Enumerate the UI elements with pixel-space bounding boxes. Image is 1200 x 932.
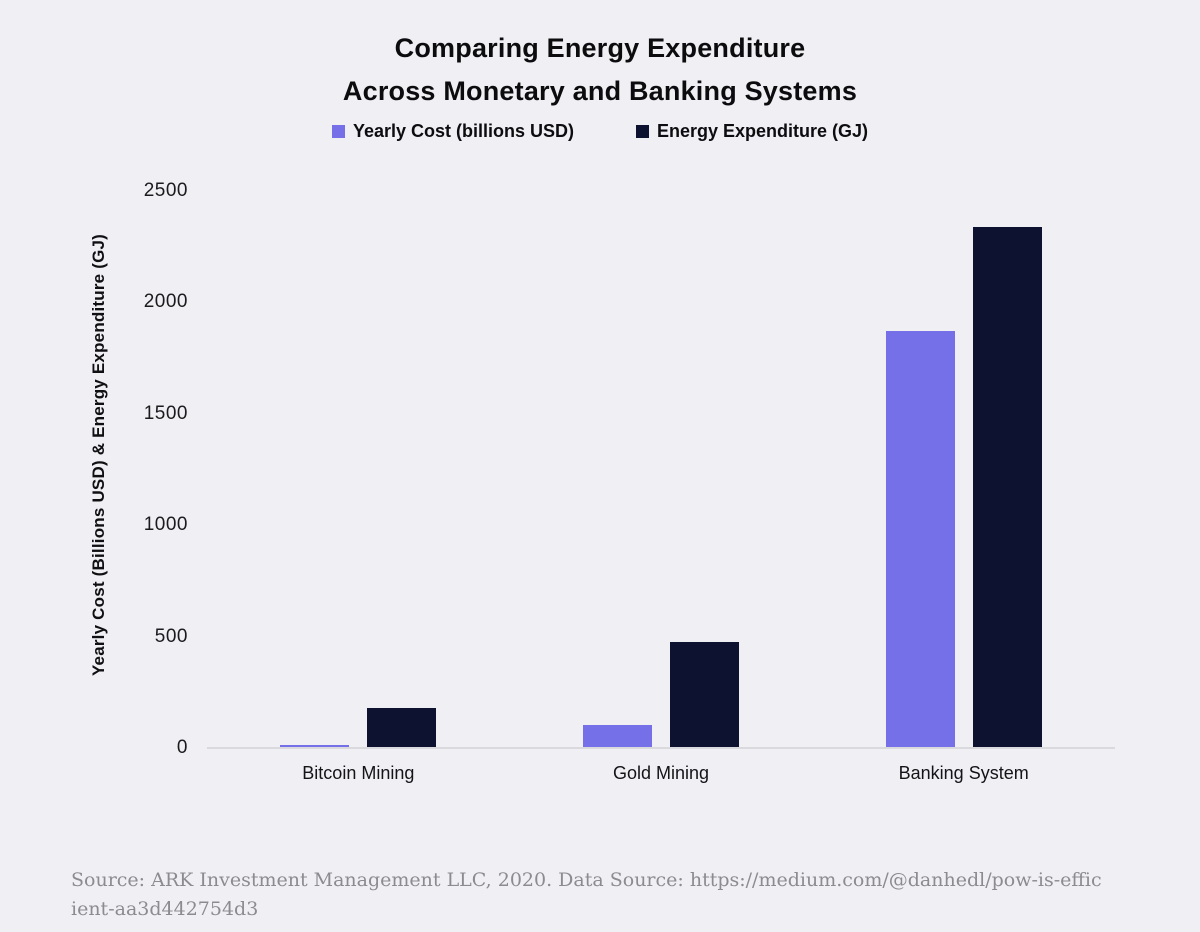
x-label-bitcoin-mining: Bitcoin Mining [302,763,415,783]
source-note-line-2: ient-aa3d442754d3 [71,898,259,920]
bar-yearly-cost-billions-usd-bitcoin-mining [280,744,350,748]
x-label-banking-system: Banking System [898,763,1029,783]
x-axis-labels: Bitcoin Mining Gold Mining Banking System [207,763,1115,784]
bar-yearly-cost-billions-usd-banking-system [885,331,955,748]
x-label-gold-mining: Gold Mining [612,763,710,783]
chart-title-line-1: Comparing Energy Expenditure [394,33,806,63]
source-note-line-1: Source: ARK Investment Management LLC, 2… [71,869,1102,891]
y-tick-1000: 1000 [143,514,188,536]
source-note: Source: ARK Investment Management LLC, 2… [71,866,1151,924]
legend-swatch-energy-expenditure-gj [636,125,649,138]
y-tick-500: 500 [154,625,188,647]
bar-group-bitcoin-mining [207,191,510,748]
chart-title: Comparing Energy Expenditure Across Mone… [0,27,1200,113]
y-tick-2000: 2000 [143,291,188,313]
bar-energy-expenditure-gj-gold-mining [670,642,739,748]
plot-area [207,191,1115,748]
bar-yearly-cost-billions-usd-gold-mining [583,724,652,748]
legend: Yearly Cost (billions USD) Energy Expendi… [0,121,1200,142]
chart-title-line-2: Across Monetary and Banking Systems [342,76,858,106]
bar-energy-expenditure-gj-banking-system [972,226,1042,748]
legend-label-yearly-cost-billions-usd: Yearly Cost (billions USD) [352,121,574,141]
y-tick-1500: 1500 [143,402,188,424]
bar-energy-expenditure-gj-bitcoin-mining [367,707,437,748]
y-tick-2500: 2500 [143,180,188,201]
legend-swatch-yearly-cost-billions-usd [331,125,345,138]
bar-group-gold-mining [510,191,813,748]
bar-group-banking-system [812,191,1115,748]
legend-item-yearly-cost-billions-usd: Yearly Cost (billions USD) [331,121,574,142]
legend-label-energy-expenditure-gj: Energy Expenditure (GJ) [657,121,869,141]
y-tick-0: 0 [176,737,188,758]
legend-item-energy-expenditure-gj: Energy Expenditure (GJ) [636,121,868,142]
x-axis-line [207,747,1115,749]
